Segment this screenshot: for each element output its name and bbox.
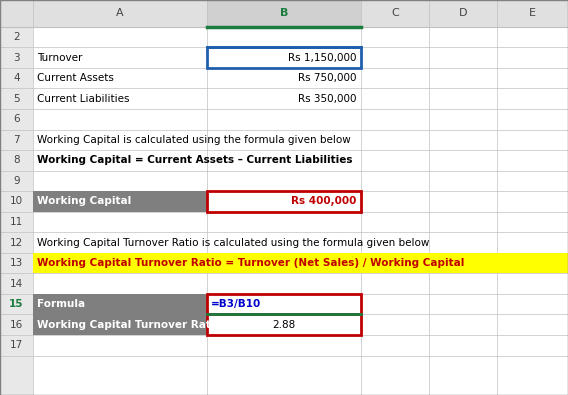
Text: 8: 8: [13, 155, 20, 166]
Bar: [207, 294, 361, 314]
Text: 15: 15: [9, 299, 24, 309]
Bar: [207, 294, 361, 314]
Text: E: E: [529, 8, 536, 19]
Text: Working Capital Turnover Ratio = Turnover (Net Sales) / Working Capital: Working Capital Turnover Ratio = Turnove…: [37, 258, 464, 268]
Bar: [33, 191, 207, 212]
Bar: [33, 314, 207, 335]
Text: 14: 14: [10, 278, 23, 289]
Text: =B3/B10: =B3/B10: [211, 299, 261, 309]
Bar: [33, 253, 568, 273]
Text: Current Assets: Current Assets: [37, 73, 114, 83]
Text: 5: 5: [13, 94, 20, 104]
Text: Turnover: Turnover: [37, 53, 82, 63]
Text: B: B: [280, 8, 288, 19]
Text: Rs 750,000: Rs 750,000: [298, 73, 357, 83]
Text: Working Capital: Working Capital: [37, 196, 131, 207]
Text: C: C: [391, 8, 399, 19]
Bar: [207, 191, 361, 212]
Text: Formula: Formula: [37, 299, 85, 309]
Bar: [0, 0, 568, 27]
Text: Rs 350,000: Rs 350,000: [298, 94, 357, 104]
Text: Working Capital Turnover Ratio: Working Capital Turnover Ratio: [37, 320, 222, 330]
Text: Current Liabilities: Current Liabilities: [37, 94, 130, 104]
Bar: [207, 47, 361, 68]
Text: 16: 16: [10, 320, 23, 330]
Bar: [0, 27, 33, 395]
Text: 6: 6: [13, 114, 20, 124]
Text: Working Capital Turnover Ratio is calculated using the formula given below: Working Capital Turnover Ratio is calcul…: [37, 237, 429, 248]
Text: A: A: [116, 8, 124, 19]
Bar: [207, 314, 361, 335]
Text: Rs 400,000: Rs 400,000: [291, 196, 357, 207]
Text: Working Capital = Current Assets – Current Liabilities: Working Capital = Current Assets – Curre…: [37, 155, 352, 166]
Text: 7: 7: [13, 135, 20, 145]
Text: 3: 3: [13, 53, 20, 63]
Text: Rs 1,150,000: Rs 1,150,000: [288, 53, 357, 63]
Bar: [207, 0, 361, 27]
Bar: [207, 47, 361, 68]
Text: 13: 13: [10, 258, 23, 268]
Text: 11: 11: [10, 217, 23, 227]
Bar: [207, 191, 361, 212]
Text: Working Capital is calculated using the formula given below: Working Capital is calculated using the …: [37, 135, 350, 145]
Text: D: D: [459, 8, 467, 19]
Text: 2.88: 2.88: [273, 320, 295, 330]
Bar: [207, 314, 361, 335]
Text: 10: 10: [10, 196, 23, 207]
Text: 17: 17: [10, 340, 23, 350]
Text: 2: 2: [13, 32, 20, 42]
Bar: [33, 294, 207, 314]
Text: 9: 9: [13, 176, 20, 186]
Text: 4: 4: [13, 73, 20, 83]
Text: 12: 12: [10, 237, 23, 248]
